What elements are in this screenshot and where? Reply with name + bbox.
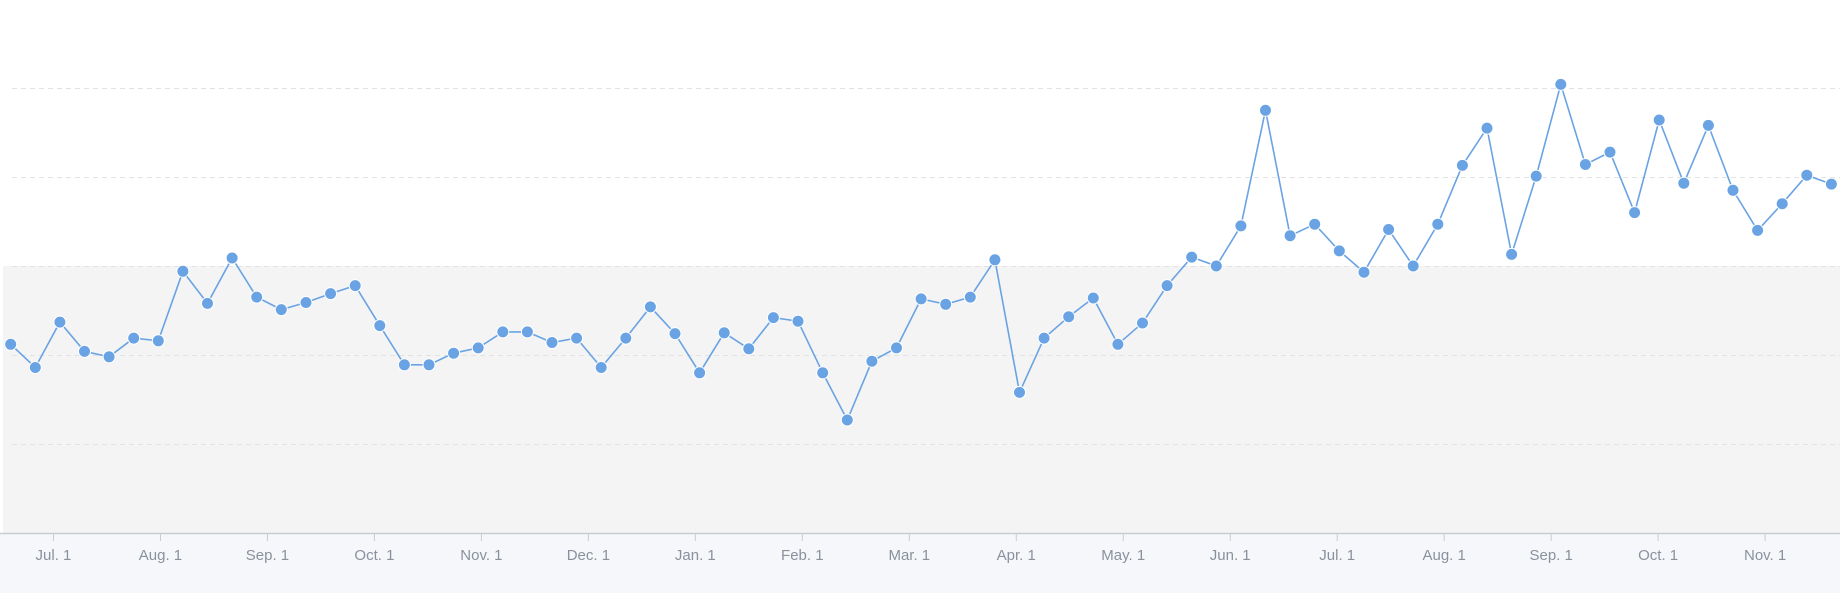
x-tick-label: Oct. 1	[1638, 547, 1678, 564]
data-point[interactable]	[1332, 244, 1346, 258]
data-point[interactable]	[1357, 265, 1371, 279]
data-point[interactable]	[1677, 176, 1691, 190]
data-point[interactable]	[1554, 77, 1568, 91]
data-point[interactable]	[1726, 183, 1740, 197]
x-tick-label: Aug. 1	[139, 547, 182, 564]
data-point[interactable]	[1209, 259, 1223, 273]
shaded-plot-band	[3, 266, 1840, 533]
data-point[interactable]	[28, 361, 42, 374]
data-point[interactable]	[1037, 331, 1051, 345]
data-point[interactable]	[1062, 310, 1076, 324]
data-point[interactable]	[1185, 250, 1199, 264]
data-point[interactable]	[496, 325, 510, 339]
data-point[interactable]	[693, 366, 707, 380]
data-point[interactable]	[127, 331, 141, 345]
x-tick-label: Mar. 1	[888, 547, 930, 564]
x-tick-label: Oct. 1	[354, 547, 394, 564]
data-point[interactable]	[1800, 168, 1814, 182]
x-tick-label: Nov. 1	[1744, 547, 1786, 564]
data-point[interactable]	[766, 311, 780, 325]
data-point[interactable]	[1775, 197, 1789, 211]
x-tick-label: Feb. 1	[781, 547, 824, 564]
data-point[interactable]	[1086, 291, 1100, 305]
data-point[interactable]	[1480, 121, 1494, 135]
data-point[interactable]	[717, 326, 731, 340]
data-point[interactable]	[1455, 158, 1469, 172]
data-point[interactable]	[643, 300, 657, 314]
x-tick-label: Sep. 1	[1529, 547, 1572, 564]
x-tick-label: Aug. 1	[1422, 547, 1465, 564]
x-tick-label: Nov. 1	[460, 547, 502, 564]
x-tick-label: Jul. 1	[1319, 547, 1355, 564]
data-point[interactable]	[1406, 259, 1420, 273]
data-point[interactable]	[78, 344, 91, 358]
data-point[interactable]	[348, 279, 362, 293]
x-tick-label: Jun. 1	[1210, 547, 1251, 564]
data-point[interactable]	[1603, 145, 1617, 159]
x-tick-label: Jan. 1	[675, 547, 716, 564]
data-point[interactable]	[668, 327, 682, 341]
x-tick-label: Sep. 1	[246, 547, 289, 564]
data-point[interactable]	[1751, 223, 1765, 237]
data-point[interactable]	[890, 341, 903, 355]
data-point[interactable]	[594, 361, 608, 374]
data-point[interactable]	[816, 366, 830, 380]
data-point[interactable]	[176, 264, 190, 278]
data-point[interactable]	[570, 331, 584, 345]
data-point[interactable]	[939, 297, 953, 311]
x-axis-ticks: Jul. 1 Aug. 1 Sep. 1 Oct. 1 Nov. 1 Dec. 1 Jan.…	[36, 534, 1786, 564]
x-tick-label: May. 1	[1101, 547, 1145, 564]
data-point[interactable]	[988, 253, 1002, 267]
data-point[interactable]	[324, 287, 338, 301]
data-point[interactable]	[1382, 223, 1396, 236]
x-axis-band	[0, 534, 1840, 593]
data-point[interactable]	[1505, 247, 1519, 261]
data-point[interactable]	[53, 315, 67, 329]
data-point[interactable]	[1234, 219, 1248, 233]
data-point[interactable]	[250, 290, 264, 304]
data-point[interactable]	[1136, 316, 1149, 330]
data-point[interactable]	[1308, 217, 1322, 231]
data-point[interactable]	[225, 251, 239, 265]
data-point[interactable]	[1283, 229, 1297, 243]
data-point[interactable]	[422, 358, 436, 372]
data-point[interactable]	[1259, 103, 1272, 117]
data-point[interactable]	[1578, 158, 1592, 171]
data-point[interactable]	[1111, 337, 1125, 351]
data-point[interactable]	[299, 296, 313, 309]
data-point[interactable]	[4, 337, 18, 351]
data-point[interactable]	[102, 350, 116, 364]
data-point[interactable]	[742, 342, 756, 356]
series-layer	[4, 77, 1838, 427]
data-point[interactable]	[840, 413, 854, 427]
data-point[interactable]	[201, 296, 214, 310]
data-point[interactable]	[1013, 385, 1026, 399]
data-point[interactable]	[545, 336, 559, 349]
data-point[interactable]	[1824, 177, 1838, 191]
data-point[interactable]	[914, 292, 928, 306]
data-point[interactable]	[373, 319, 387, 333]
data-point[interactable]	[791, 314, 805, 328]
data-point[interactable]	[619, 331, 633, 345]
data-point[interactable]	[1529, 169, 1543, 183]
data-point[interactable]	[151, 334, 165, 348]
data-point[interactable]	[1652, 113, 1666, 127]
data-point[interactable]	[1628, 206, 1642, 220]
data-point[interactable]	[397, 358, 411, 372]
data-point[interactable]	[1701, 118, 1715, 132]
data-point[interactable]	[471, 341, 485, 355]
x-tick-label: Jul. 1	[36, 547, 72, 564]
data-point[interactable]	[274, 303, 288, 317]
data-point[interactable]	[865, 354, 879, 368]
data-point[interactable]	[1160, 279, 1174, 293]
data-point[interactable]	[963, 290, 977, 304]
data-point[interactable]	[447, 346, 461, 360]
data-point[interactable]	[520, 325, 534, 339]
x-tick-label: Apr. 1	[997, 547, 1036, 564]
data-point[interactable]	[1431, 217, 1445, 231]
x-tick-label: Dec. 1	[567, 547, 610, 564]
